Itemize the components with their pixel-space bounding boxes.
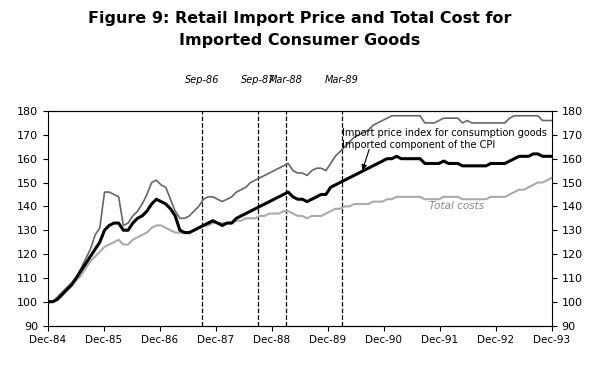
Text: Mar-88: Mar-88	[269, 75, 303, 85]
Text: Imported Consumer Goods: Imported Consumer Goods	[179, 33, 421, 48]
Text: Sep-86: Sep-86	[185, 75, 219, 85]
Text: Imported component of the CPI: Imported component of the CPI	[342, 139, 495, 149]
Text: Import price index for consumption goods: Import price index for consumption goods	[342, 128, 547, 138]
Text: Mar-89: Mar-89	[325, 75, 359, 85]
Text: Total costs: Total costs	[429, 201, 484, 211]
Text: Sep-87: Sep-87	[241, 75, 275, 85]
Text: Figure 9: Retail Import Price and Total Cost for: Figure 9: Retail Import Price and Total …	[88, 11, 512, 26]
